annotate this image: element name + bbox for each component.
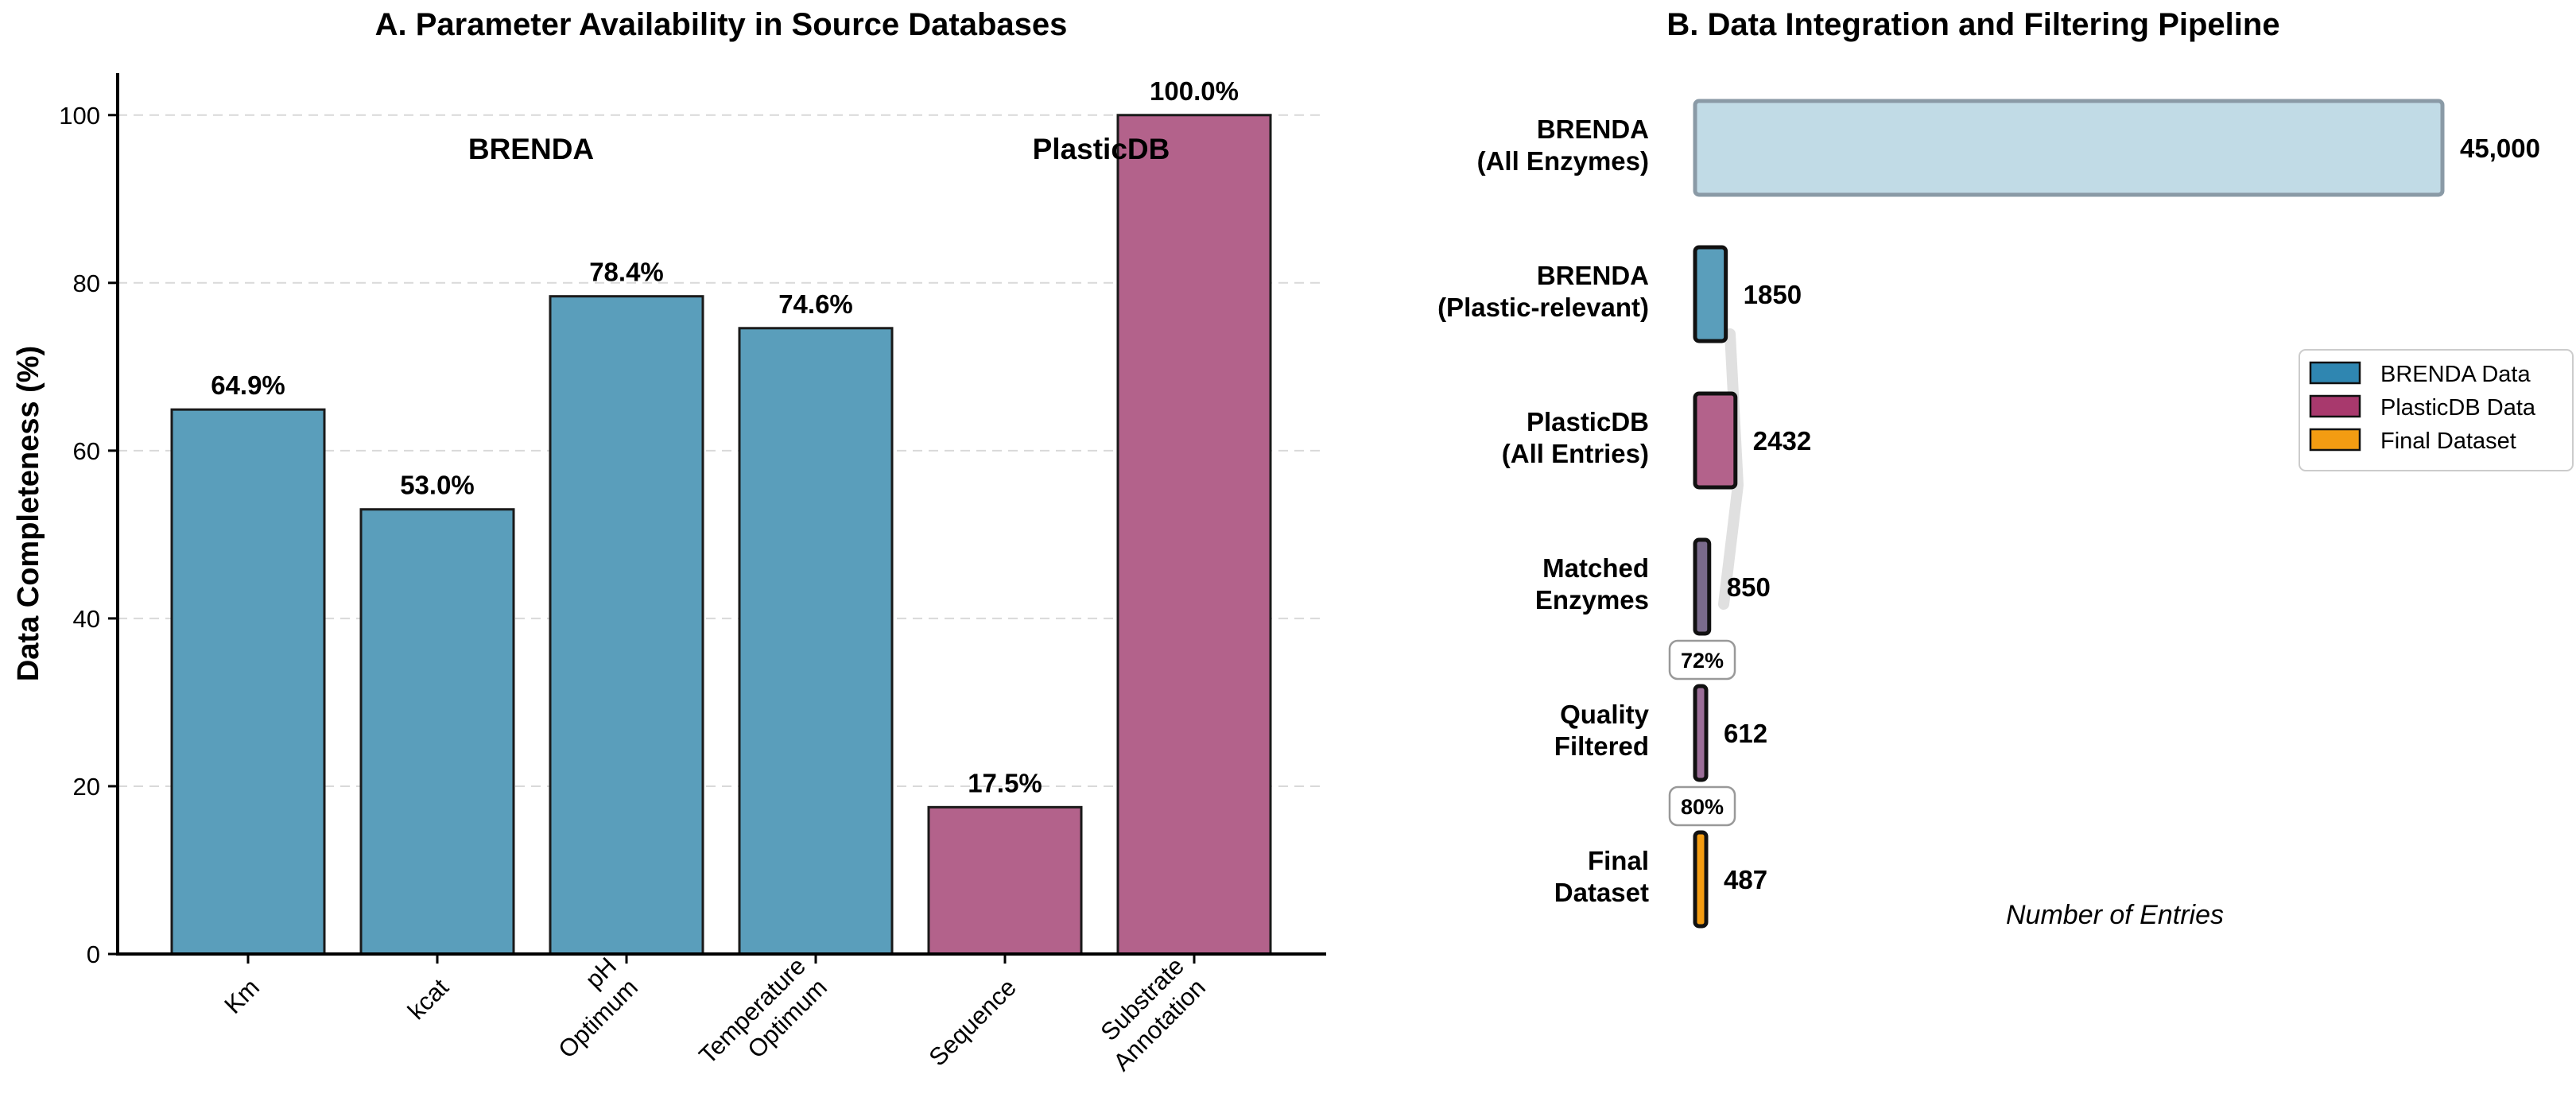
- x-tick-label-line: Km: [219, 973, 265, 1019]
- bar-temperature-optimum: [738, 327, 894, 956]
- legend-swatch: [2309, 428, 2361, 452]
- group-label-brenda: BRENDA: [468, 133, 594, 165]
- stage-count-label: 612: [1724, 719, 1767, 748]
- x-tick-label: kcat: [402, 973, 454, 1025]
- x-tick-label: Sequence: [923, 973, 1021, 1071]
- stage-count-label: 487: [1724, 865, 1767, 894]
- panel-b-pipeline-chart: B. Data Integration and Filtering Pipeli…: [1437, 7, 2574, 930]
- retention-label: 72%: [1681, 649, 1724, 673]
- legend-label: Final Dataset: [2380, 429, 2516, 454]
- bar-ph-optimum: [549, 295, 704, 956]
- pipeline-flow-connector: [1718, 328, 1744, 610]
- bar-substrate-annotation: [1116, 114, 1272, 956]
- stage-label-line: Quality: [1560, 700, 1650, 729]
- stage-label-line: (All Entries): [1502, 439, 1649, 468]
- bar-value-label: 100.0%: [1150, 76, 1239, 106]
- retention-badge: [1668, 785, 1736, 827]
- bar-value-label: 53.0%: [400, 471, 475, 500]
- stage-count-label: 2432: [1753, 426, 1811, 456]
- stage-label-line: (Plastic-relevant): [1437, 293, 1649, 322]
- panel-b-x-axis-label: Number of Entries: [2006, 900, 2224, 930]
- pipeline-bar-brenda--plastic-relevant: [1693, 245, 1728, 343]
- panel-a-bars: [170, 114, 1272, 956]
- stage-label-line: PlasticDB: [1527, 407, 1649, 436]
- panel-a-title: A. Parameter Availability in Source Data…: [375, 7, 1068, 42]
- bar-value-label: 74.6%: [778, 289, 853, 319]
- x-tick-label-line: Sequence: [923, 973, 1021, 1071]
- bar-sequence: [927, 805, 1083, 956]
- panel-a-y-axis-label: Data Completeness (%): [12, 346, 45, 681]
- stage-label-line: BRENDA: [1537, 261, 1649, 290]
- stage-label-line: Dataset: [1554, 878, 1649, 907]
- legend-label: PlasticDB Data: [2380, 395, 2536, 421]
- legend-frame: [2299, 349, 2574, 471]
- panel-a-value-labels: 64.9% 53.0% 78.4% 74.6% 17.5% 100.0%: [211, 76, 1239, 798]
- bar-value-label: 64.9%: [211, 370, 285, 400]
- x-tick-label: Km: [219, 973, 265, 1019]
- retention-label: 80%: [1681, 795, 1724, 819]
- pipeline-bar-brenda--all-enzymes: [1693, 99, 2445, 197]
- bar-value-label: 17.5%: [968, 768, 1042, 797]
- panel-a-bar-chart: A. Parameter Availability in Source Data…: [12, 7, 1326, 1076]
- panel-b-retention-labels: 72% 80%: [1668, 639, 1736, 827]
- legend-swatch: [2309, 394, 2361, 418]
- stage-count-label: 850: [1727, 572, 1771, 602]
- stage-label-line: Filtered: [1554, 731, 1649, 761]
- x-tick-label-line: kcat: [402, 973, 454, 1025]
- pipeline-bar-matched-enzymes: [1693, 537, 1712, 636]
- legend: BRENDA Data PlasticDB Data Final Dataset: [2299, 349, 2574, 471]
- panel-a-y-ticks: 0 20 40 60 80 100: [59, 102, 118, 968]
- pipeline-bar-final-dataset: [1693, 830, 1709, 929]
- y-tick-label: 100: [59, 102, 100, 130]
- legend-label: BRENDA Data: [2380, 362, 2531, 387]
- panel-b-bars: [1693, 99, 2445, 929]
- panel-b-stage-labels: BRENDA(All Enzymes)BRENDA(Plastic-releva…: [1437, 114, 1650, 907]
- stage-label-line: Matched: [1542, 553, 1649, 583]
- y-tick-label: 40: [73, 605, 100, 633]
- pipeline-bar-quality-filtered: [1693, 684, 1709, 782]
- retention-badge: [1668, 639, 1736, 681]
- bar-km: [170, 408, 326, 956]
- y-tick-label: 20: [73, 773, 100, 801]
- bar-kcat: [359, 508, 515, 956]
- legend-swatch: [2309, 361, 2361, 385]
- stage-label-line: BRENDA: [1537, 114, 1649, 144]
- y-tick-label: 80: [73, 270, 100, 297]
- stage-label-line: Final: [1588, 846, 1649, 875]
- group-label-plasticdb: PlasticDB: [1033, 133, 1170, 165]
- pipeline-bar-plasticdb--all-entries: [1693, 391, 1738, 490]
- stage-label-line: (All Enzymes): [1477, 146, 1649, 176]
- bar-value-label: 78.4%: [589, 258, 664, 287]
- stage-count-label: 1850: [1744, 280, 1802, 309]
- panel-b-title: B. Data Integration and Filtering Pipeli…: [1666, 7, 2279, 42]
- panel-b-count-labels: 45,000 1850 2432 850 612 487: [1724, 134, 2540, 894]
- y-tick-label: 0: [87, 940, 100, 968]
- stage-count-label: 45,000: [2460, 134, 2540, 163]
- y-tick-label: 60: [73, 437, 100, 465]
- stage-label-line: Enzymes: [1535, 585, 1649, 615]
